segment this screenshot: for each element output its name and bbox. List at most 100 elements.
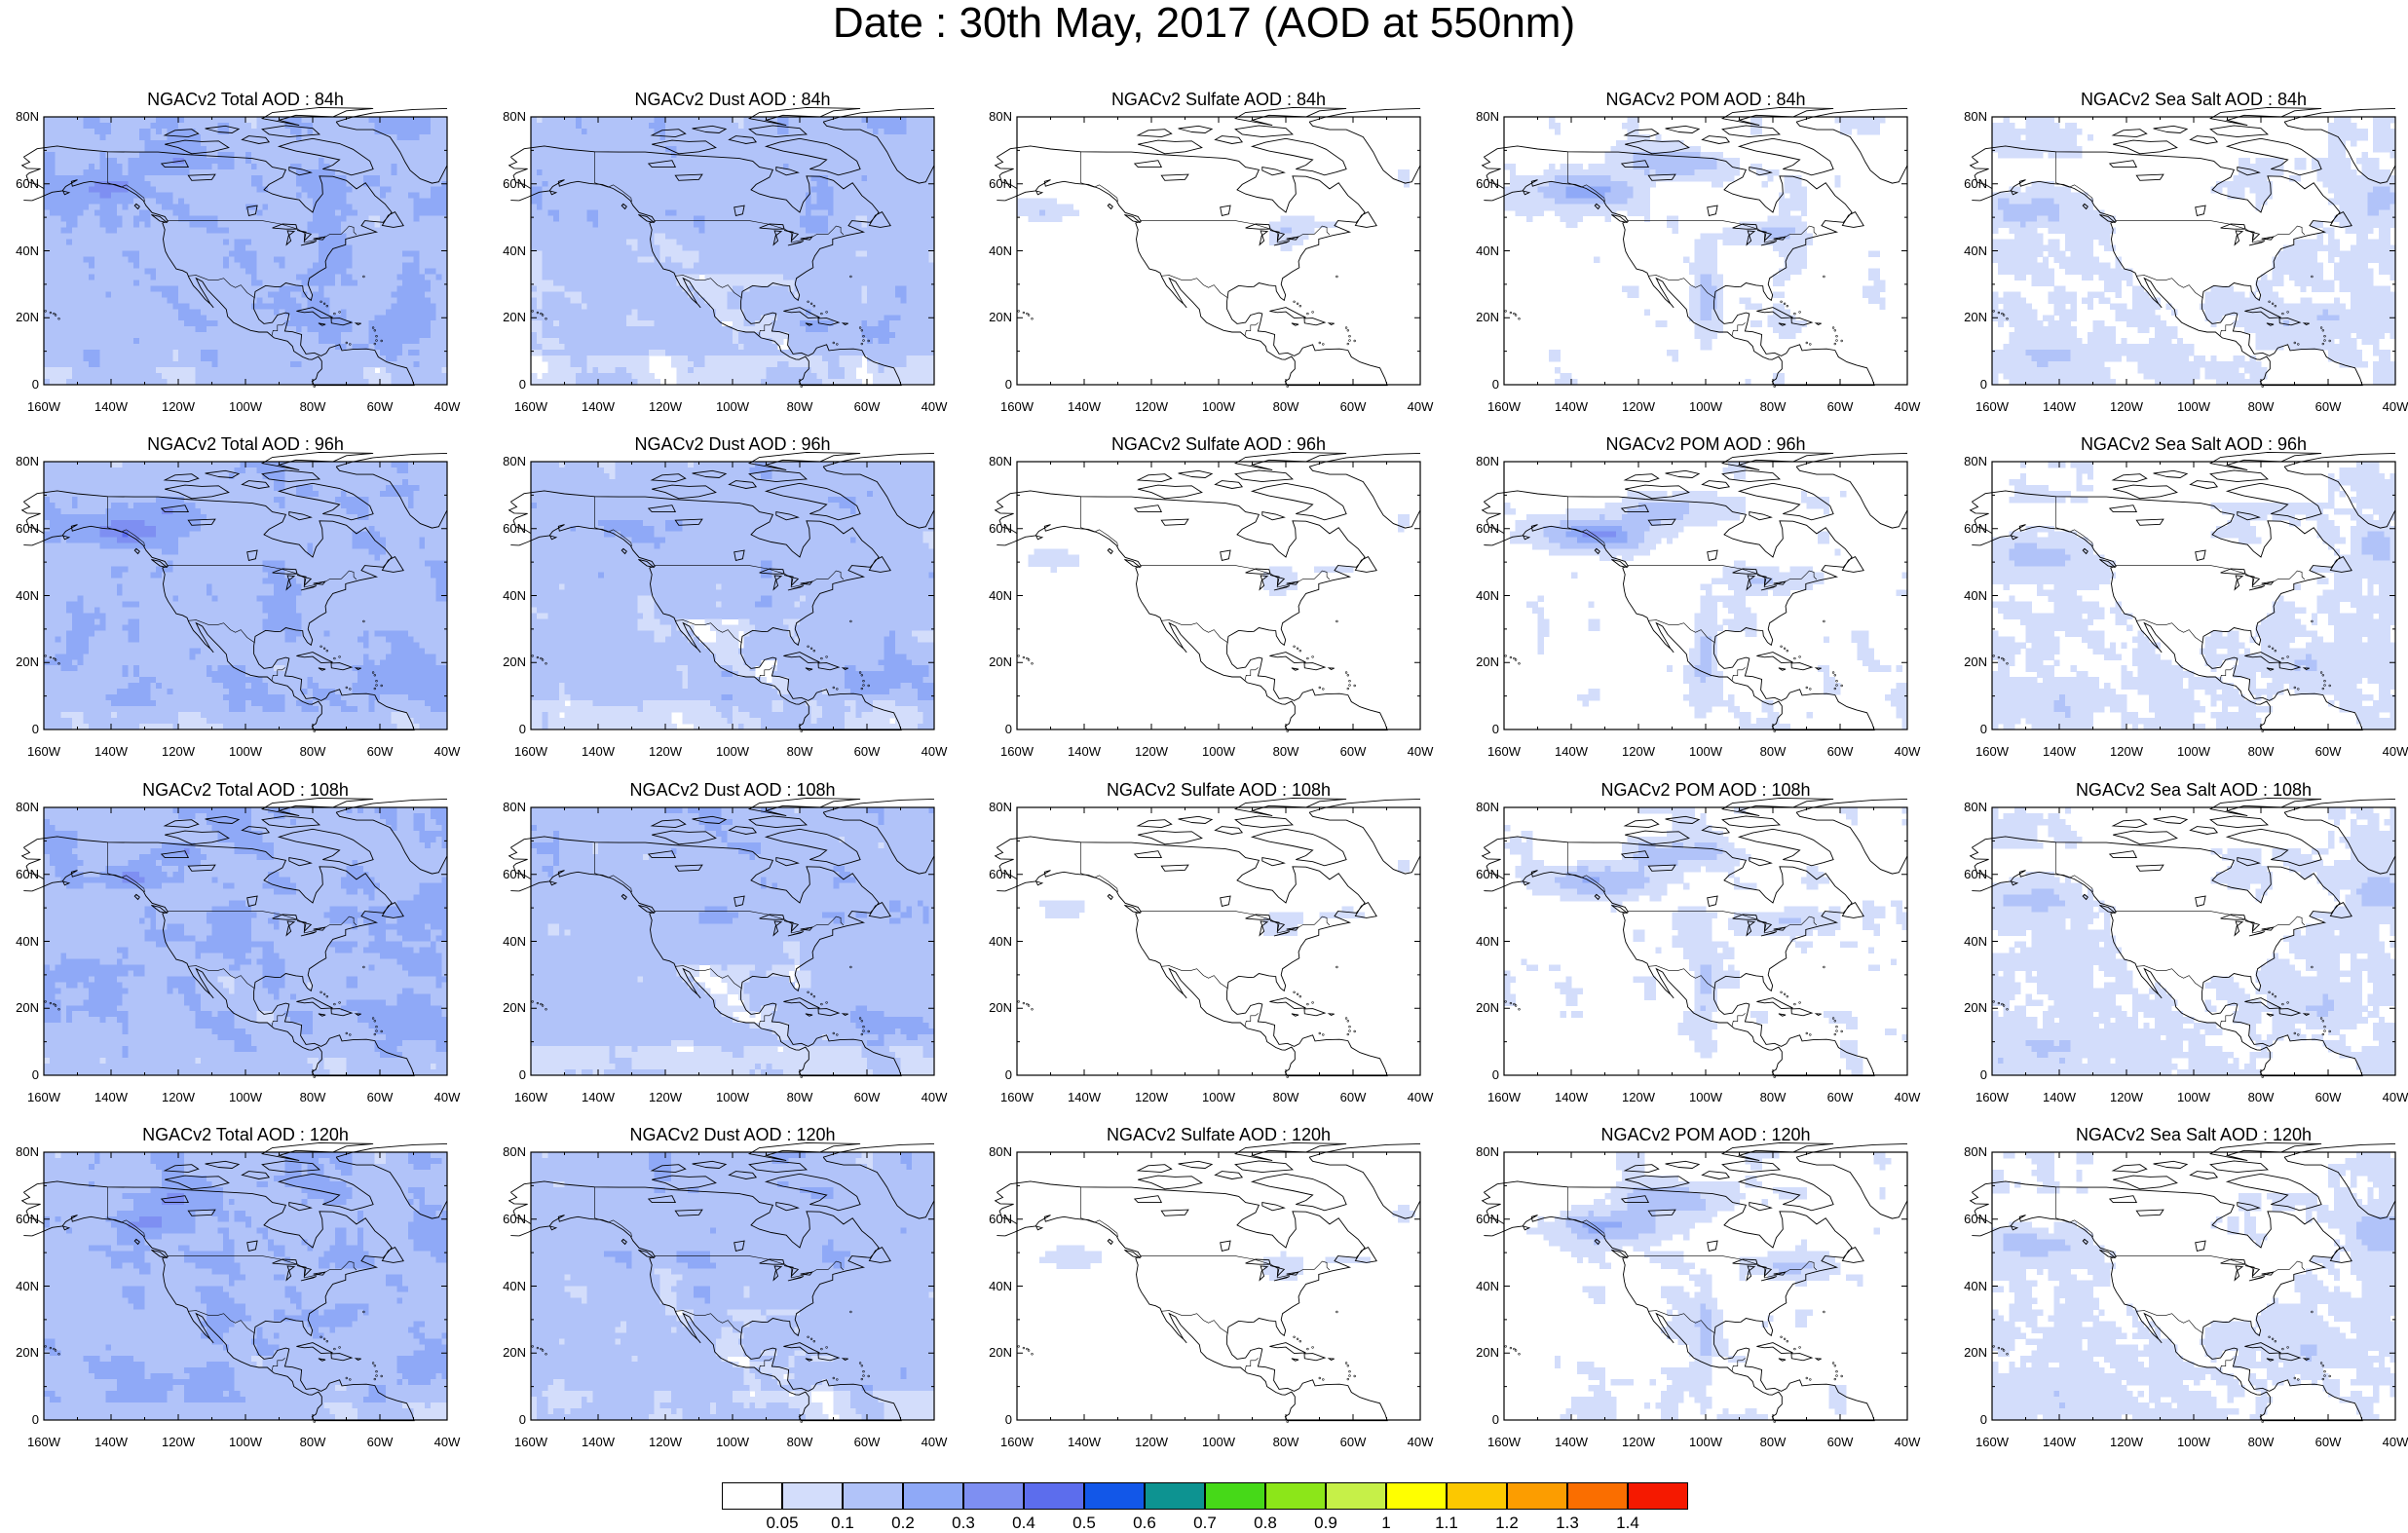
lon-label: 40W bbox=[2371, 399, 2408, 414]
aod-field bbox=[1526, 1152, 1891, 1421]
lon-label: 120W bbox=[154, 744, 203, 759]
island-mark bbox=[1787, 1340, 1788, 1342]
lat-label: 80N bbox=[487, 454, 526, 468]
island-mark bbox=[1023, 1347, 1025, 1349]
lon-label: 60W bbox=[2304, 744, 2352, 759]
lat-label: 80N bbox=[1948, 1144, 1987, 1159]
lat-label: 60N bbox=[1948, 867, 1987, 881]
lon-label: 80W bbox=[2237, 1435, 2285, 1449]
lon-label: 60W bbox=[356, 399, 404, 414]
colorbar-label: 0.8 bbox=[1241, 1514, 1290, 1533]
lon-label: 60W bbox=[1816, 1435, 1864, 1449]
lat-label: 60N bbox=[973, 521, 1012, 536]
island-mark bbox=[1032, 1008, 1034, 1010]
colorbar-swatch bbox=[903, 1482, 963, 1510]
lon-label: 40W bbox=[423, 1090, 471, 1104]
lon-label: 120W bbox=[2102, 1435, 2151, 1449]
lat-label: 40N bbox=[973, 1279, 1012, 1293]
panel-title: NGACv2 POM AOD : 120h bbox=[1504, 1125, 1907, 1145]
colorbar-label: 0.5 bbox=[1060, 1514, 1109, 1533]
aod-field bbox=[44, 462, 448, 730]
panel-title: NGACv2 Sea Salt AOD : 120h bbox=[1992, 1125, 2395, 1145]
island-mark bbox=[1514, 657, 1516, 659]
island-mark bbox=[1809, 1034, 1811, 1036]
island-mark bbox=[1336, 1311, 1338, 1313]
lon-label: 140W bbox=[2035, 1435, 2084, 1449]
aod-map bbox=[1017, 1152, 1420, 1420]
lat-label: 0 bbox=[1460, 377, 1499, 392]
lat-label: 20N bbox=[1460, 1345, 1499, 1360]
island-mark bbox=[1349, 335, 1351, 337]
lon-label: 160W bbox=[19, 744, 68, 759]
colorbar-swatch bbox=[1205, 1482, 1265, 1510]
island-mark bbox=[1799, 656, 1801, 658]
lon-label: 80W bbox=[2237, 744, 2285, 759]
island-mark bbox=[1349, 680, 1351, 682]
lon-label: 40W bbox=[423, 1435, 471, 1449]
island-mark bbox=[1347, 688, 1349, 690]
island-mark bbox=[1347, 674, 1349, 676]
lon-label: 80W bbox=[288, 1090, 337, 1104]
lat-label: 0 bbox=[0, 722, 39, 736]
lon-label: 60W bbox=[1329, 744, 1377, 759]
colorbar-swatch bbox=[1507, 1482, 1567, 1510]
aod-map bbox=[1504, 117, 1907, 385]
lat-label: 80N bbox=[1460, 800, 1499, 814]
lat-label: 20N bbox=[1948, 1000, 1987, 1015]
island-mark bbox=[2322, 1033, 2324, 1035]
aod-field bbox=[1029, 514, 1411, 596]
island-mark bbox=[1510, 312, 1512, 314]
coastline bbox=[996, 798, 1420, 1075]
island-mark bbox=[1834, 1365, 1836, 1366]
panel-title: NGACv2 Sulfate AOD : 108h bbox=[1017, 780, 1420, 801]
island-mark bbox=[1515, 1350, 1517, 1352]
panel-title: NGACv2 POM AOD : 84h bbox=[1504, 90, 1907, 110]
lon-label: 100W bbox=[1681, 1435, 1730, 1449]
island-mark bbox=[1018, 655, 1020, 657]
lon-label: 160W bbox=[1968, 744, 2016, 759]
lat-label: 20N bbox=[973, 1345, 1012, 1360]
coastline bbox=[996, 1142, 1420, 1420]
aod-field bbox=[1017, 169, 1410, 251]
island-mark bbox=[1345, 672, 1347, 674]
lat-label: 80N bbox=[1460, 1144, 1499, 1159]
lon-label: 160W bbox=[993, 399, 1041, 414]
island-mark bbox=[1781, 301, 1783, 303]
colorbar-label: 1.2 bbox=[1483, 1514, 1531, 1533]
lon-label: 60W bbox=[356, 1435, 404, 1449]
lat-label: 20N bbox=[487, 1000, 526, 1015]
lat-label: 80N bbox=[1948, 109, 1987, 124]
panel-title: NGACv2 Dust AOD : 84h bbox=[531, 90, 934, 110]
lat-label: 60N bbox=[0, 867, 39, 881]
island-mark bbox=[1794, 657, 1796, 659]
lon-label: 80W bbox=[288, 399, 337, 414]
island-mark bbox=[314, 730, 316, 732]
lat-label: 40N bbox=[973, 588, 1012, 603]
colorbar-swatch bbox=[1386, 1482, 1447, 1510]
lon-label: 140W bbox=[1547, 399, 1596, 414]
lon-label: 100W bbox=[2169, 1090, 2218, 1104]
aod-field bbox=[44, 807, 448, 1076]
lat-label: 80N bbox=[1460, 109, 1499, 124]
lat-label: 40N bbox=[1460, 934, 1499, 949]
island-mark bbox=[1287, 1421, 1289, 1423]
lon-label: 120W bbox=[2102, 399, 2151, 414]
panel-title: NGACv2 Total AOD : 108h bbox=[44, 780, 447, 801]
lon-label: 160W bbox=[993, 1435, 1041, 1449]
lon-label: 140W bbox=[574, 1435, 622, 1449]
lat-label: 0 bbox=[0, 1067, 39, 1082]
colorbar-swatch bbox=[722, 1482, 782, 1510]
lon-label: 60W bbox=[1329, 399, 1377, 414]
lon-label: 100W bbox=[1194, 1435, 1243, 1449]
lon-label: 160W bbox=[1968, 1090, 2016, 1104]
island-mark bbox=[1515, 315, 1517, 317]
island-mark bbox=[1294, 991, 1296, 993]
lon-label: 100W bbox=[2169, 744, 2218, 759]
island-mark bbox=[1809, 689, 1811, 691]
